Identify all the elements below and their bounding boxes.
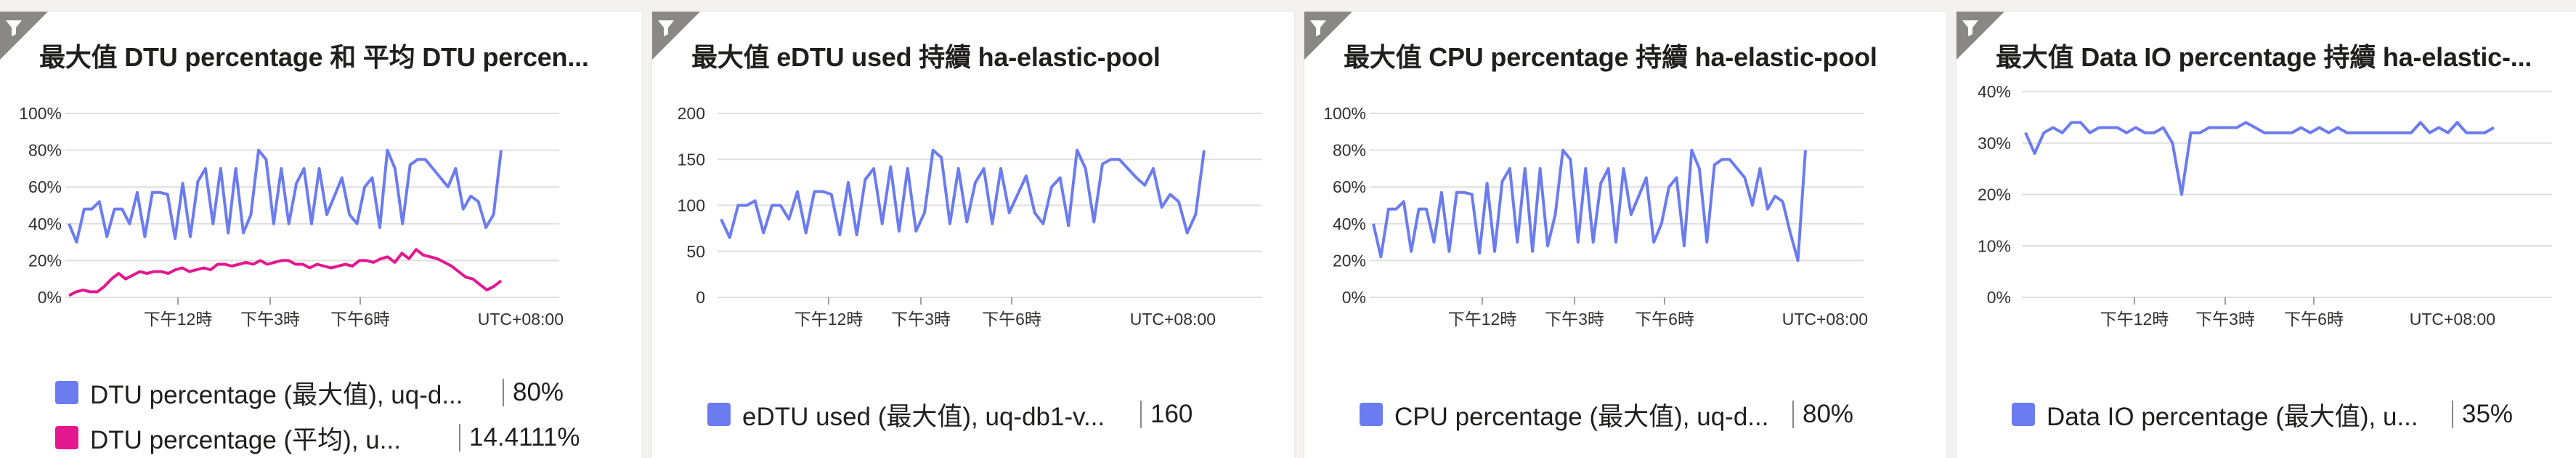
x-tick-label: 下午6時 <box>2284 310 2344 329</box>
y-tick-label: 40% <box>28 214 62 233</box>
y-tick-label: 100% <box>19 104 62 123</box>
legend-divider <box>1140 401 1142 428</box>
series-line <box>68 248 503 297</box>
tile-title: 最大值 CPU percentage 持續 ha-elastic-pool <box>1344 42 1877 72</box>
x-tick-label: 下午12時 <box>795 310 864 329</box>
x-tick-label: 下午12時 <box>2100 310 2169 329</box>
filter-icon[interactable] <box>1957 12 2004 60</box>
series-line <box>68 148 503 244</box>
tile-title: 最大值 Data IO percentage 持續 ha-elastic-... <box>1996 42 2532 72</box>
legend-value: 14.4111% <box>469 423 580 451</box>
y-tick-label: 30% <box>1978 134 2011 153</box>
timezone-label: UTC+08:00 <box>1130 310 1216 329</box>
filter-icon[interactable] <box>1304 12 1352 60</box>
tile-title: 最大值 DTU percentage 和 平均 DTU percen... <box>39 42 589 72</box>
legend-series-name: DTU percentage (平均), u... <box>90 425 401 454</box>
y-tick-label: 40% <box>1333 214 1366 233</box>
y-tick-label: 20% <box>1978 185 2011 204</box>
x-tick-label: 下午12時 <box>144 310 213 329</box>
legend-swatch <box>55 426 78 449</box>
legend-item[interactable]: eDTU used (最大值), uq-db1-v... 160 <box>707 393 1192 436</box>
legend-value: 35% <box>2462 400 2514 428</box>
legend-item[interactable]: DTU percentage (最大值), uq-d... 80% <box>55 371 564 414</box>
series-line <box>720 148 1206 239</box>
legend-item[interactable]: Data IO percentage (最大值), u... 35% <box>2012 393 2513 436</box>
x-tick-label: 下午6時 <box>330 310 390 329</box>
y-tick-label: 60% <box>28 177 62 196</box>
legend-swatch <box>2012 403 2035 426</box>
timezone-label: UTC+08:00 <box>1782 310 1868 329</box>
tile-edtu-used[interactable]: 最大值 eDTU used 持續 ha-elastic-pool 0 50 100 1… <box>652 12 1294 458</box>
legend-swatch <box>55 381 78 404</box>
chart[interactable]: 0% 10% 20% 30% 40% 下午12時 下午3時 下午6時 UTC+08:00 <box>1957 12 2576 346</box>
filter-icon[interactable] <box>652 12 700 60</box>
x-tick-label: 下午3時 <box>891 310 951 329</box>
legend-swatch <box>707 403 731 426</box>
y-tick-label: 0 <box>696 288 705 307</box>
y-tick-label: 40% <box>1978 82 2011 101</box>
legend-series-name: CPU percentage (最大值), uq-d... <box>1394 402 1769 431</box>
x-tick-label: 下午3時 <box>2195 310 2255 329</box>
y-tick-label: 80% <box>1333 141 1366 160</box>
series-line <box>1372 148 1807 262</box>
legend-value: 80% <box>513 378 564 406</box>
y-tick-label: 100% <box>1323 104 1366 123</box>
tile-cpu-percentage[interactable]: 最大值 CPU percentage 持續 ha-elastic-pool 0%… <box>1304 12 1946 458</box>
legend-value: 80% <box>1803 400 1854 428</box>
timezone-label: UTC+08:00 <box>2410 310 2495 329</box>
series-line <box>2024 121 2495 196</box>
y-tick-label: 10% <box>1978 236 2011 255</box>
tile-dtu-percentage[interactable]: 最大值 DTU percentage 和 平均 DTU percen... 0%… <box>0 12 642 458</box>
x-tick-label: 下午3時 <box>240 310 300 329</box>
y-tick-label: 60% <box>1333 177 1366 196</box>
timezone-label: UTC+08:00 <box>478 310 564 329</box>
y-tick-label: 150 <box>678 150 705 169</box>
y-tick-label: 20% <box>1333 251 1366 270</box>
tile-title: 最大值 eDTU used 持續 ha-elastic-pool <box>691 42 1161 72</box>
chart[interactable]: 0% 20% 40% 60% 80% 100% 下午12時 下午3時 下午6時 UTC+08:00 <box>1304 12 1946 346</box>
x-tick-label: 下午12時 <box>1448 310 1517 329</box>
legend-series-name: eDTU used (最大值), uq-db1-v... <box>742 402 1105 431</box>
tile-data-io-percentage[interactable]: 最大值 Data IO percentage 持續 ha-elastic-...… <box>1957 12 2576 458</box>
legend-divider <box>503 379 504 406</box>
x-tick-label: 下午3時 <box>1545 310 1604 329</box>
legend-divider <box>459 424 460 451</box>
chart[interactable]: 0 50 100 150 200 下午12時 下午3時 下午6時 UTC+08:00 <box>652 12 1294 346</box>
legend-series-name: DTU percentage (最大值), uq-d... <box>90 380 463 409</box>
y-tick-label: 80% <box>28 141 62 160</box>
y-tick-label: 0% <box>1987 288 2011 307</box>
legend-value: 160 <box>1150 400 1193 428</box>
y-tick-label: 50 <box>686 242 705 261</box>
legend-divider <box>2452 401 2453 428</box>
y-tick-label: 20% <box>28 251 62 270</box>
y-tick-label: 0% <box>1342 288 1366 307</box>
legend-item[interactable]: CPU percentage (最大值), uq-d... 80% <box>1360 393 1853 436</box>
y-tick-label: 200 <box>678 104 705 123</box>
x-tick-label: 下午6時 <box>1635 310 1694 329</box>
legend-swatch <box>1360 403 1383 426</box>
y-tick-label: 100 <box>678 196 705 215</box>
legend-item[interactable]: DTU percentage (平均), u... 14.4111% <box>55 416 580 458</box>
legend-divider <box>1792 401 1794 428</box>
y-tick-label: 0% <box>38 288 62 307</box>
legend-series-name: Data IO percentage (最大值), u... <box>2047 402 2418 431</box>
filter-icon[interactable] <box>0 12 48 60</box>
chart[interactable]: 0% 20% 40% 60% 80% 100% 下午12時 下午3時 下午6時 UTC+08:00 <box>0 12 642 346</box>
x-tick-label: 下午6時 <box>982 310 1041 329</box>
